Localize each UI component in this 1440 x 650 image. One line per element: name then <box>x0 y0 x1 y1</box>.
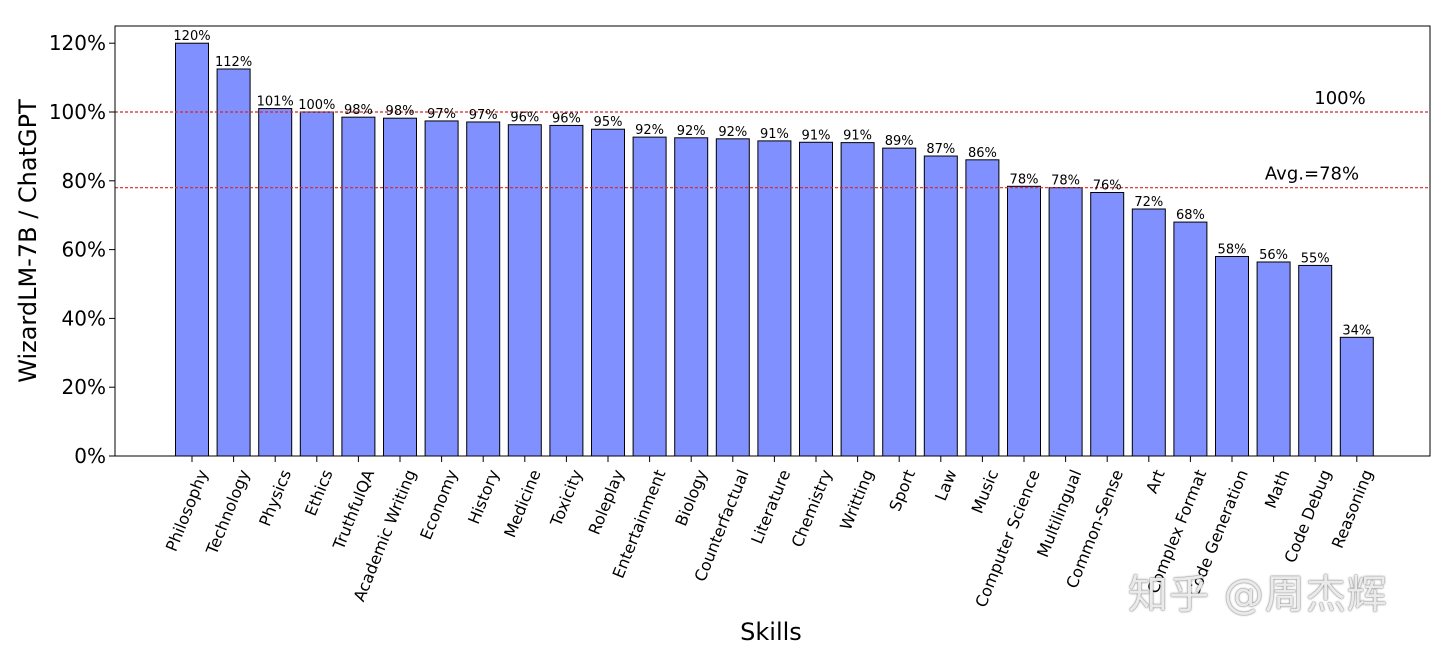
bar-art <box>1131 208 1166 457</box>
data-label: 92% <box>677 124 706 139</box>
data-label: 87% <box>926 142 955 157</box>
bar-complex-format <box>1173 221 1208 457</box>
bar-medicine <box>507 124 542 457</box>
bar-ethics <box>299 111 334 457</box>
bar-code-generation <box>1215 255 1249 457</box>
plot-frame <box>114 25 1431 457</box>
y-tick-label: 20% <box>62 375 106 399</box>
bars-layer <box>175 42 1374 457</box>
data-label: 96% <box>510 111 539 126</box>
data-label: 97% <box>427 107 456 122</box>
reference-line-label: Avg.=78% <box>1265 164 1359 185</box>
data-label: 98% <box>386 104 415 119</box>
x-tick-label: Toxicity <box>546 467 586 530</box>
data-label: 92% <box>635 123 664 138</box>
bar-reasoning <box>1339 336 1374 457</box>
bar-counterfactual <box>715 138 750 457</box>
data-label: 101% <box>257 95 294 110</box>
x-tick-label: Roleplay <box>585 467 628 537</box>
bar-writting <box>840 142 875 457</box>
x-tick-label: Technology <box>202 467 254 558</box>
x-tick-label: TruthfulQA <box>329 467 379 553</box>
data-label: 120% <box>173 29 210 44</box>
reference-line-label: 100% <box>1314 88 1365 109</box>
y-axis-label: WizardLM-7B / ChatGPT <box>14 99 42 383</box>
x-tick-label: Law <box>931 467 961 504</box>
bar-economy <box>424 120 459 457</box>
data-label: 112% <box>215 55 252 70</box>
bar-sport <box>882 147 917 457</box>
x-tick-label: Chemistry <box>788 467 836 550</box>
y-tick-label: 100% <box>49 100 106 124</box>
x-tick-label: Philosophy <box>162 467 212 554</box>
bar-toxicity <box>549 124 584 457</box>
x-tick-label: Math <box>1261 467 1294 511</box>
data-label: 58% <box>1218 242 1247 257</box>
data-label: 86% <box>968 146 997 161</box>
x-tick-label: Physics <box>255 467 295 529</box>
y-tick-label: 120% <box>49 31 106 55</box>
bar-technology <box>216 68 251 457</box>
x-tick-label: Biology <box>671 467 711 529</box>
bar-multilingual <box>1048 187 1083 457</box>
watermark: 知乎 @周杰辉 <box>1128 572 1388 618</box>
data-label: 96% <box>552 111 581 126</box>
bar-roleplay <box>591 128 625 457</box>
y-tick-label: 80% <box>62 169 106 193</box>
data-label: 68% <box>1176 208 1205 223</box>
y-tick-label: 0% <box>74 444 106 468</box>
bar-history <box>466 121 501 457</box>
data-label: 55% <box>1301 251 1330 266</box>
bar-common-sense <box>1090 191 1125 457</box>
data-label: 91% <box>802 128 831 143</box>
bar-code-debug <box>1298 264 1333 457</box>
data-label: 76% <box>1093 178 1122 193</box>
data-label: 100% <box>298 98 335 113</box>
bar-physics <box>258 108 293 457</box>
x-tick-label: History <box>464 467 503 527</box>
x-tick-label: Writting <box>836 467 877 533</box>
bar-music <box>965 159 1000 457</box>
data-label: 34% <box>1342 323 1371 338</box>
bar-academic-writing <box>383 117 417 457</box>
data-label: 92% <box>718 125 747 140</box>
x-tick-label: Literature <box>747 467 794 547</box>
y-axis: 0% 20% 40% 60% 80% 100% 120% <box>49 31 115 468</box>
x-tick-label: Art <box>1142 467 1169 496</box>
x-tick-label: Medicine <box>500 467 544 540</box>
bar-law <box>923 155 958 457</box>
data-label: 97% <box>469 108 498 123</box>
x-tick-label: Ethics <box>301 467 337 519</box>
data-label: 78% <box>1051 174 1080 189</box>
bar-truthfulqa <box>341 116 376 457</box>
data-label: 89% <box>885 134 914 149</box>
y-tick-label: 60% <box>62 238 106 262</box>
bar-computer-science <box>1007 185 1041 457</box>
data-labels-layer: 120% 112% 101% 100% 98% 98% 97% 97% 96% 96% 95% 92%… <box>173 29 1371 338</box>
data-label: 98% <box>344 103 373 118</box>
x-tick-label: Music <box>968 467 1003 516</box>
data-label: 95% <box>594 115 623 130</box>
bar-philosophy <box>175 42 209 457</box>
data-label: 91% <box>843 129 872 144</box>
reference-lines: 100% Avg.=78% <box>115 88 1430 189</box>
x-tick-label: Sport <box>885 467 919 514</box>
x-tick-label: Economy <box>416 467 461 542</box>
data-label: 78% <box>1010 172 1039 187</box>
bar-biology <box>674 137 709 457</box>
bar-entertainment <box>632 136 667 457</box>
bar-math <box>1256 261 1291 457</box>
data-label: 91% <box>760 127 789 142</box>
y-tick-label: 40% <box>62 306 106 330</box>
data-label: 72% <box>1134 195 1163 210</box>
x-axis-label: Skills <box>740 618 802 646</box>
bar-chemistry <box>799 141 833 457</box>
x-tick-label: Reasoning <box>1328 467 1377 551</box>
data-label: 56% <box>1259 248 1288 263</box>
